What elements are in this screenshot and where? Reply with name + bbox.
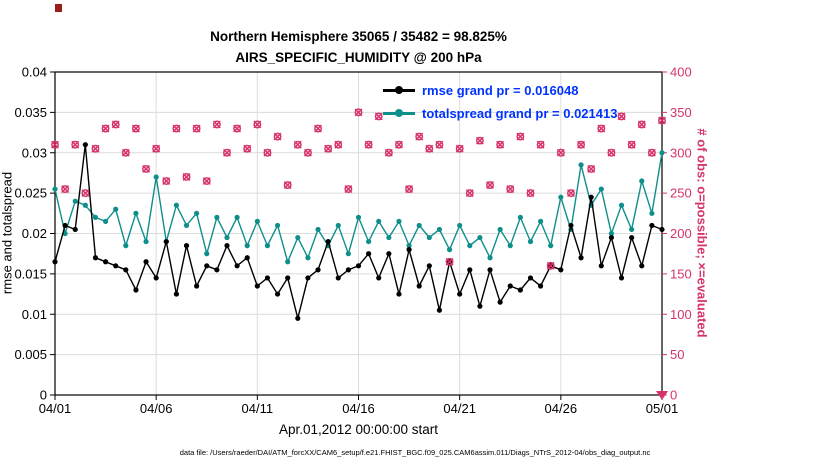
legend: rmse grand pr = 0.016048 totalspread gra… (383, 81, 617, 122)
x-tick-label: 04/06 (140, 401, 173, 416)
right-tick-label: 50 (670, 347, 684, 362)
right-tick-label: 350 (670, 105, 692, 120)
x-axis-label: Apr.01,2012 00:00:00 start (278, 422, 439, 437)
left-tick-label: 0.04 (22, 65, 47, 80)
left-tick-label: 0.025 (14, 186, 47, 201)
right-tick-label: 300 (670, 145, 692, 160)
right-tick-label: 150 (670, 266, 692, 281)
x-tick-label: 04/21 (443, 401, 476, 416)
left-tick-label: 0.01 (22, 307, 47, 322)
title-line2: AIRS_SPECIFIC_HUMIDITY @ 200 hPa (235, 50, 482, 65)
left-tick-label: 0 (40, 388, 47, 403)
left-tick-label: 0.03 (22, 145, 47, 160)
x-tick-label: 04/26 (545, 401, 578, 416)
series-totalspread (52, 150, 665, 265)
red-artifact (55, 4, 62, 12)
right-tick-label: 250 (670, 186, 692, 201)
right-tick-label: 0 (670, 388, 677, 403)
left-tick-label: 0.015 (14, 266, 47, 281)
axis-ticks: 04/01 04/06 04/11 04/16 04/21 04/26 05/0100.00… (14, 65, 691, 417)
series-obs_possible (51, 108, 666, 270)
left-tick-label: 0.035 (14, 105, 47, 120)
legend-item-rmse: rmse grand pr = 0.016048 (383, 81, 617, 99)
legend-line-sample-totalspread (383, 104, 415, 122)
right-tick-label: 400 (670, 65, 692, 80)
title-line1: Northern Hemisphere 35065 / 35482 = 98.8… (210, 29, 507, 44)
left-tick-label: 0.02 (22, 226, 47, 241)
chart-title: Northern Hemisphere 35065 / 35482 = 98.8… (55, 26, 662, 68)
offscale-obs-marker (656, 391, 668, 400)
right-tick-label: 100 (670, 307, 692, 322)
x-tick-label: 04/16 (342, 401, 375, 416)
left-tick-label: 0.005 (14, 347, 47, 362)
legend-label-rmse: rmse grand pr = 0.016048 (422, 82, 579, 98)
right-tick-label: 200 (670, 226, 692, 241)
legend-label-totalspread: totalspread grand pr = 0.021413 (422, 105, 618, 121)
series-rmse (52, 142, 665, 321)
legend-line-sample-rmse (383, 81, 415, 99)
series-obs_evaluated (51, 108, 666, 270)
left-axis-label: rmse and totalspread (0, 171, 15, 295)
x-tick-label: 04/01 (39, 401, 72, 416)
x-tick-label: 05/01 (646, 401, 679, 416)
data-file-caption: data file: /Users/raeder/DAI/ATM_forcXX/… (179, 448, 651, 457)
right-axis-label: # of obs: o=possible; ×=evaluated (694, 128, 710, 338)
legend-item-totalspread: totalspread grand pr = 0.021413 (383, 104, 617, 122)
x-tick-label: 04/11 (242, 401, 274, 416)
